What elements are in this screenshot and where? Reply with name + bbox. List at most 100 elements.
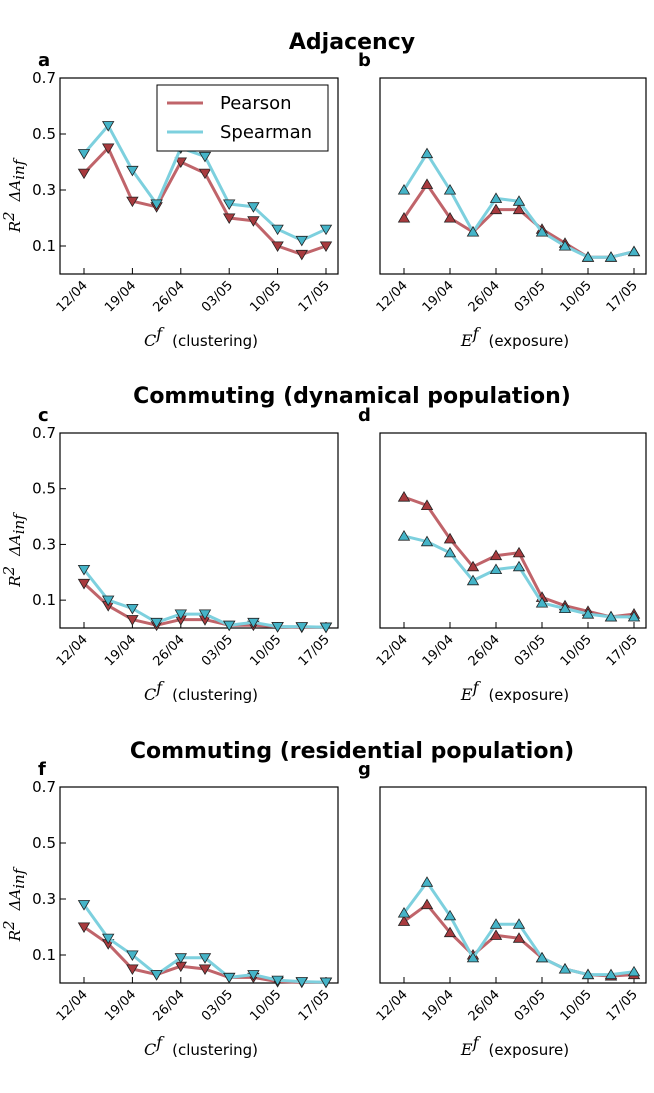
xtick-label: 03/05	[512, 987, 549, 1024]
spearman-marker	[222, 199, 236, 210]
spearman-marker	[319, 224, 333, 236]
ytick-label: 0.7	[32, 69, 56, 87]
xtick-label: 19/04	[420, 632, 457, 669]
xtick-label: 10/05	[247, 278, 284, 315]
xaxis-label-text: (exposure)	[488, 332, 569, 350]
xtick-label: 26/04	[151, 987, 188, 1024]
pearson-marker	[101, 143, 115, 154]
spearman-marker	[397, 184, 411, 195]
ylabel-delta: ΔA	[6, 180, 24, 203]
panel-letter-g: g	[358, 759, 371, 780]
ytick-label: 0.3	[32, 535, 56, 553]
spearman-marker	[558, 240, 572, 251]
ytick-label: 0.1	[32, 946, 56, 964]
spearman-marker	[271, 224, 284, 236]
xtick-label: 03/05	[199, 987, 236, 1024]
panel-b: b 12/04 19/04 26/04 03/05 10/05 17/05 Ef (exposu…	[358, 50, 647, 350]
xtick-label: 12/04	[374, 632, 411, 669]
xaxis-label-text: (clustering)	[172, 1041, 258, 1059]
pearson-marker	[420, 898, 434, 910]
pearson-marker	[247, 216, 260, 227]
pearson-line	[82, 146, 327, 256]
ylabel-delta-subscript: inf	[10, 866, 28, 888]
spearman-marker	[101, 121, 115, 132]
pearson-marker	[397, 915, 411, 926]
xaxis-label-text: (exposure)	[488, 686, 569, 704]
xtick-label: 19/04	[102, 632, 139, 669]
ytick-label: 0.1	[32, 591, 56, 609]
spearman-marker	[126, 165, 139, 177]
spearman-marker	[512, 918, 526, 929]
panel-d: d 12/04 19/04 26/04 03/05 10/05 17/05 Ef (exposu…	[358, 405, 647, 704]
xtick-label: 12/04	[54, 278, 91, 315]
xtick-label: 26/04	[151, 278, 188, 315]
section-title-adjacency: Adjacency	[289, 30, 415, 55]
spearman-marker	[247, 970, 260, 981]
ytick-label: 0.5	[32, 125, 56, 143]
spearman-marker	[512, 195, 526, 206]
pearson-marker	[126, 964, 139, 975]
xtick-label: 03/05	[512, 278, 549, 315]
legend-box	[156, 84, 329, 152]
xaxis-label: Ef (exposure)	[460, 324, 569, 350]
xaxis-label: Cf (clustering)	[144, 324, 258, 350]
xaxis-label-symbol: C	[144, 1040, 156, 1059]
pearson-marker	[319, 241, 333, 252]
xtick-label: 17/05	[296, 278, 333, 315]
pearson-marker	[198, 168, 212, 180]
spearman-marker	[558, 602, 572, 613]
ytick-label: 0.3	[32, 181, 56, 199]
ytick-label: 0.5	[32, 480, 56, 498]
xaxis-label-superscript: f	[472, 324, 482, 343]
xtick-label: 17/05	[296, 632, 333, 669]
pearson-marker	[512, 932, 526, 943]
xaxis-label-text: (exposure)	[488, 1041, 569, 1059]
panel-letter-b: b	[358, 50, 371, 71]
ylabel-delta: ΔA	[6, 889, 24, 912]
xtick-label: 26/04	[466, 632, 503, 669]
xtick-label: 10/05	[558, 987, 595, 1024]
xtick-label: 17/05	[604, 278, 641, 315]
pearson-marker	[174, 157, 188, 168]
spearman-marker	[627, 965, 641, 977]
spearman-marker	[581, 968, 595, 980]
ylabel-r: R	[6, 221, 24, 233]
pearson-marker	[222, 213, 236, 224]
xtick-label: 12/04	[54, 632, 91, 669]
xaxis-label: Cf (clustering)	[144, 1033, 258, 1059]
pearson-marker	[397, 212, 411, 223]
pearson-marker	[512, 546, 526, 558]
spearman-marker	[102, 595, 115, 607]
spearman-marker	[198, 609, 212, 621]
xtick-label: 19/04	[102, 278, 139, 315]
spearman-marker	[535, 596, 549, 608]
xtick-label: 19/04	[420, 278, 457, 315]
spearman-marker	[247, 202, 260, 213]
xaxis-label-superscript: f	[472, 678, 482, 697]
spearman-marker	[222, 620, 236, 632]
spearman-marker	[420, 147, 434, 159]
axes-frame	[59, 786, 339, 984]
ylabel-delta-subscript: inf	[10, 157, 28, 179]
xaxis-label-symbol: E	[460, 685, 473, 704]
pearson-marker	[77, 922, 91, 933]
pearson-marker	[126, 196, 139, 208]
ytick-label: 0.7	[32, 778, 56, 796]
xtick-label: 12/04	[54, 987, 91, 1024]
ytick-label: 0.3	[32, 890, 56, 908]
ylabel-r-superscript: 2	[0, 211, 18, 222]
legend-label-spearman: Spearman	[220, 122, 312, 143]
pearson-marker	[489, 203, 503, 215]
ytick-label: 0.1	[32, 237, 56, 255]
spearman-marker	[77, 149, 91, 160]
pearson-marker	[489, 929, 503, 940]
spearman-marker	[198, 151, 212, 163]
xaxis-label: Ef (exposure)	[460, 1033, 569, 1059]
panel-c: c 0.1 0.3 0.5 0.7 12/04 19/04 26/04 03/05 10/05 17…	[0, 405, 339, 704]
spearman-marker	[627, 610, 641, 622]
ytick-label: 0.7	[32, 424, 56, 442]
panel-letter-c: c	[38, 405, 49, 426]
panel-a: a 0.1 0.3 0.5 0.7 12/04 19/04 26/04 03/05 10/05 17…	[0, 50, 339, 350]
panel-letter-d: d	[358, 405, 371, 426]
